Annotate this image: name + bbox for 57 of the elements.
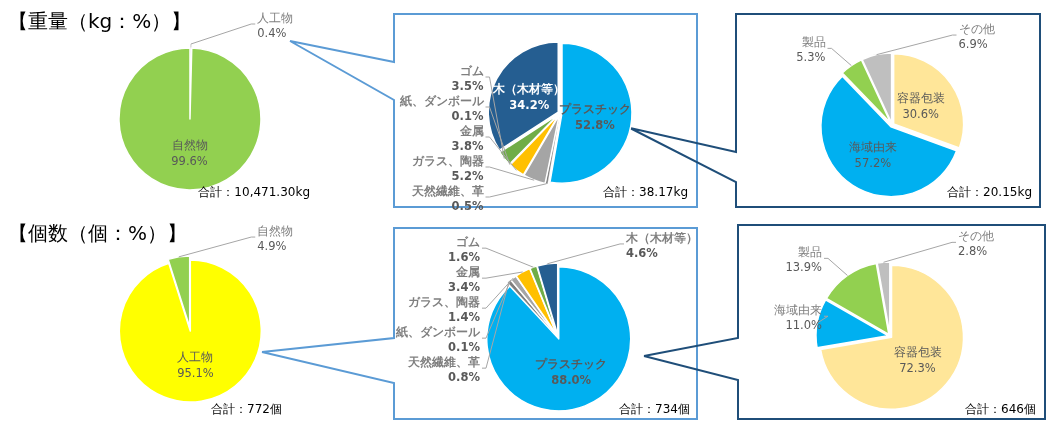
slice-label: 金属 <box>458 124 484 138</box>
text: 合計：20.15kg <box>947 185 1032 199</box>
slice-label: 自然物 <box>257 224 294 239</box>
chart-title: 【個数（個：%）】 <box>8 221 188 245</box>
data-label: 1.4% <box>448 310 481 325</box>
text: 合計：38.17kg <box>603 185 688 199</box>
slice-label: 容器包装 <box>896 90 945 105</box>
data-label: 95.1% <box>177 366 214 381</box>
slice-label: ゴム <box>456 235 480 250</box>
data-label: 30.6% <box>902 106 940 121</box>
slice-label: ガラス、陶器 <box>408 295 480 310</box>
slice-label: 人工物 <box>177 350 214 365</box>
data-label: 2.8% <box>958 244 988 259</box>
data-label: 3.5% <box>451 79 484 93</box>
data-label: 4.9% <box>257 239 287 254</box>
data-label: 6.9% <box>958 37 988 52</box>
slice-label: ゴム <box>459 64 484 78</box>
data-label: 0.1% <box>448 340 481 355</box>
slice-label: 海域由来 <box>848 140 897 155</box>
data-label: 3.8% <box>451 139 484 153</box>
chart-title: 【重量（kg：%）】 <box>8 9 192 33</box>
slice-label: 容器包装 <box>893 345 942 360</box>
data-label: 34.2% <box>509 98 550 113</box>
slice-label: ガラス、陶器 <box>411 154 484 168</box>
slice-label: 人工物 <box>257 11 294 26</box>
data-label: 4.6% <box>626 245 659 260</box>
slice-label: 海域由来 <box>774 303 822 318</box>
slice-label: その他 <box>958 22 995 37</box>
slice-label: 天然繊維、革 <box>407 355 480 370</box>
data-label: 0.1% <box>451 109 484 123</box>
data-label: 52.8% <box>574 118 616 133</box>
slice-label: 天然繊維、革 <box>410 184 484 198</box>
data-label: 1.6% <box>448 250 481 265</box>
slice-label: その他 <box>958 229 994 244</box>
data-label: 72.3% <box>899 361 936 376</box>
text: 合計：646個 <box>965 402 1036 416</box>
slice-label: プラスチック <box>535 356 608 371</box>
slice-label: 紙、ダンボール <box>395 325 481 340</box>
data-label: 3.4% <box>448 280 481 295</box>
data-label: 88.0% <box>551 372 592 387</box>
data-label: 0.8% <box>448 370 481 385</box>
slice-label: 自然物 <box>171 138 208 153</box>
slice-label: 製品 <box>801 35 826 50</box>
data-label: 13.9% <box>785 260 823 275</box>
text: 合計：734個 <box>619 402 690 416</box>
slice-label: 紙、ダンボール <box>398 94 485 108</box>
data-label: 5.2% <box>451 169 484 183</box>
data-label: 0.4% <box>257 26 287 41</box>
slice-label: 木（木材等） <box>492 82 566 97</box>
data-label: 57.2% <box>854 156 892 171</box>
slice-label: 金属 <box>455 265 480 280</box>
text: 合計：772個 <box>211 402 282 416</box>
slice-label: 製品 <box>798 245 822 260</box>
data-label: 99.6% <box>171 154 208 169</box>
text: 合計：10,471.30kg <box>198 185 310 199</box>
slice-label: 木（木材等） <box>625 230 698 245</box>
data-label: 5.3% <box>796 50 826 65</box>
